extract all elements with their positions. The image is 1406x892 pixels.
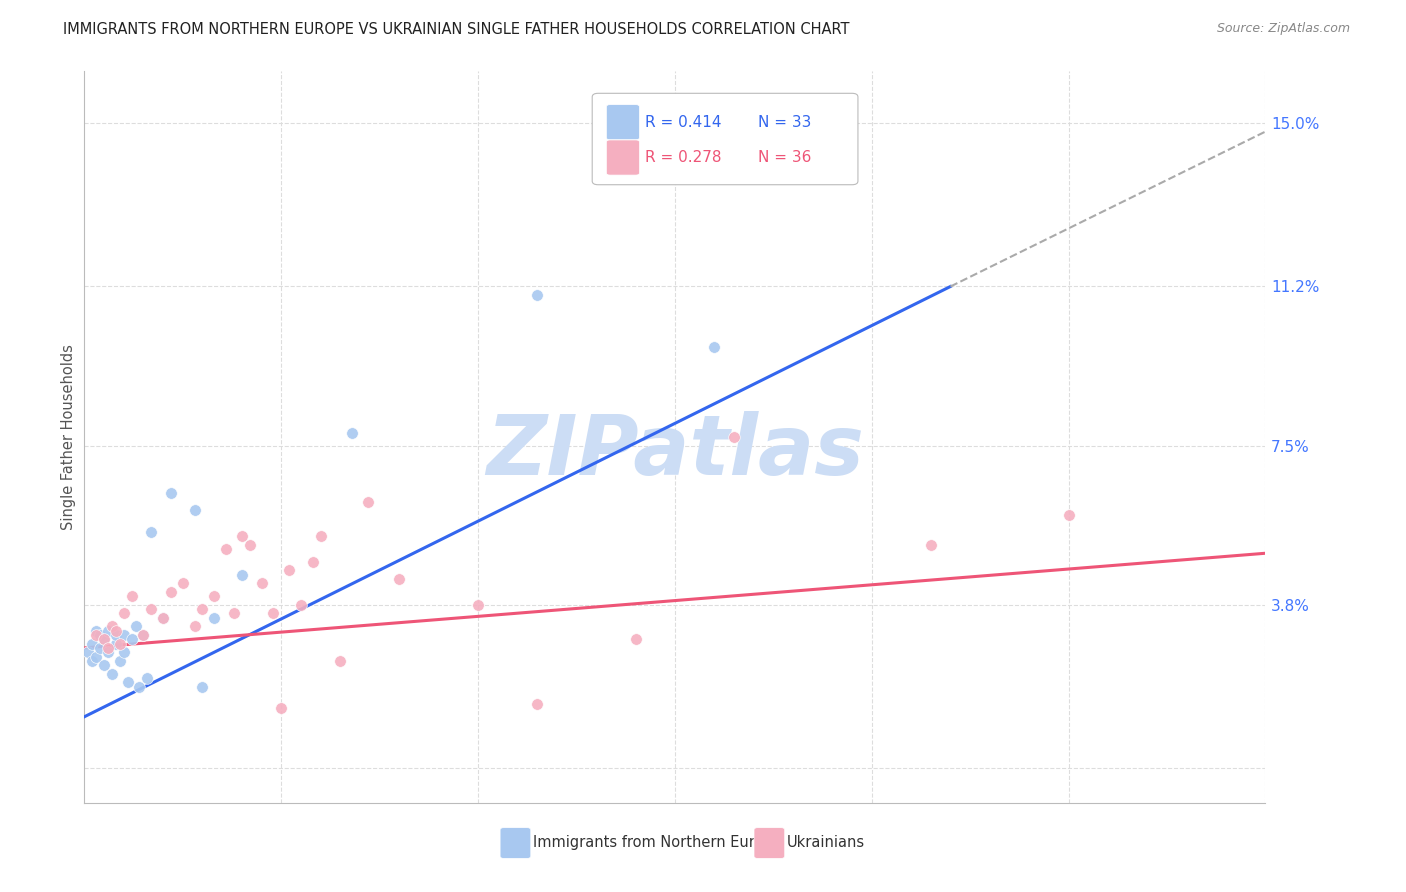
Point (723, 430, 745, 444)
Point (1057, 508, 1080, 522)
Point (526, 288, 548, 302)
Point (152, 611, 174, 625)
Point (703, 340, 725, 354)
Point (89, 640, 111, 655)
Point (172, 576, 194, 591)
Point (132, 628, 155, 642)
Point (112, 628, 135, 642)
Point (112, 645, 135, 659)
Text: Ukrainians: Ukrainians (787, 835, 865, 850)
Text: N = 36: N = 36 (758, 150, 811, 165)
Point (141, 602, 163, 616)
Point (97, 640, 120, 655)
Point (239, 538, 262, 552)
Point (388, 572, 411, 586)
Point (128, 680, 150, 694)
Point (526, 697, 548, 711)
Text: Immigrants from Northern Europe: Immigrants from Northern Europe (533, 835, 782, 850)
Point (160, 486, 183, 500)
Point (121, 589, 143, 603)
Point (89, 628, 111, 642)
Point (93, 632, 115, 647)
Point (101, 666, 124, 681)
Point (222, 607, 245, 621)
Point (278, 564, 301, 578)
Text: Source: ZipAtlas.com: Source: ZipAtlas.com (1216, 22, 1350, 36)
Point (231, 529, 253, 543)
FancyBboxPatch shape (592, 94, 858, 185)
Point (124, 619, 146, 633)
Point (84, 649, 107, 664)
Point (152, 611, 174, 625)
Point (160, 585, 183, 599)
Text: R = 0.414: R = 0.414 (645, 115, 721, 129)
Text: N = 33: N = 33 (758, 115, 811, 129)
Point (250, 576, 273, 591)
Point (104, 624, 127, 638)
Point (624, 632, 647, 647)
Point (183, 503, 205, 517)
Point (117, 675, 139, 690)
Point (301, 555, 323, 569)
Point (329, 654, 352, 668)
Point (77, 645, 100, 659)
Point (191, 680, 214, 694)
Point (191, 602, 214, 616)
Point (93, 632, 115, 647)
Point (97, 624, 120, 638)
Point (309, 529, 332, 543)
FancyBboxPatch shape (606, 104, 640, 140)
FancyBboxPatch shape (606, 140, 640, 175)
Point (97, 645, 120, 659)
Point (340, 425, 363, 440)
Point (290, 598, 312, 612)
Point (231, 567, 253, 582)
Y-axis label: Single Father Households: Single Father Households (60, 344, 76, 530)
Point (183, 619, 205, 633)
Point (93, 658, 115, 673)
Point (108, 637, 131, 651)
Point (262, 607, 284, 621)
Point (121, 632, 143, 647)
FancyBboxPatch shape (501, 828, 531, 858)
Point (84, 628, 107, 642)
Text: R = 0.278: R = 0.278 (645, 150, 721, 165)
Point (132, 628, 155, 642)
Point (467, 598, 489, 612)
Point (202, 611, 225, 625)
Point (82, 637, 104, 651)
Text: IMMIGRANTS FROM NORTHERN EUROPE VS UKRAINIAN SINGLE FATHER HOUSEHOLDS CORRELATIO: IMMIGRANTS FROM NORTHERN EUROPE VS UKRAI… (63, 22, 849, 37)
Point (202, 589, 225, 603)
Point (104, 637, 127, 651)
Point (136, 671, 159, 685)
Point (112, 607, 135, 621)
Point (920, 538, 942, 552)
Point (141, 524, 163, 539)
Text: ZIPatlas: ZIPatlas (486, 411, 863, 492)
Point (104, 628, 127, 642)
Point (270, 701, 292, 715)
Point (84, 624, 107, 638)
Point (215, 541, 238, 556)
Point (82, 654, 104, 668)
Point (101, 619, 124, 633)
FancyBboxPatch shape (754, 828, 785, 858)
Point (357, 494, 380, 508)
Point (108, 654, 131, 668)
